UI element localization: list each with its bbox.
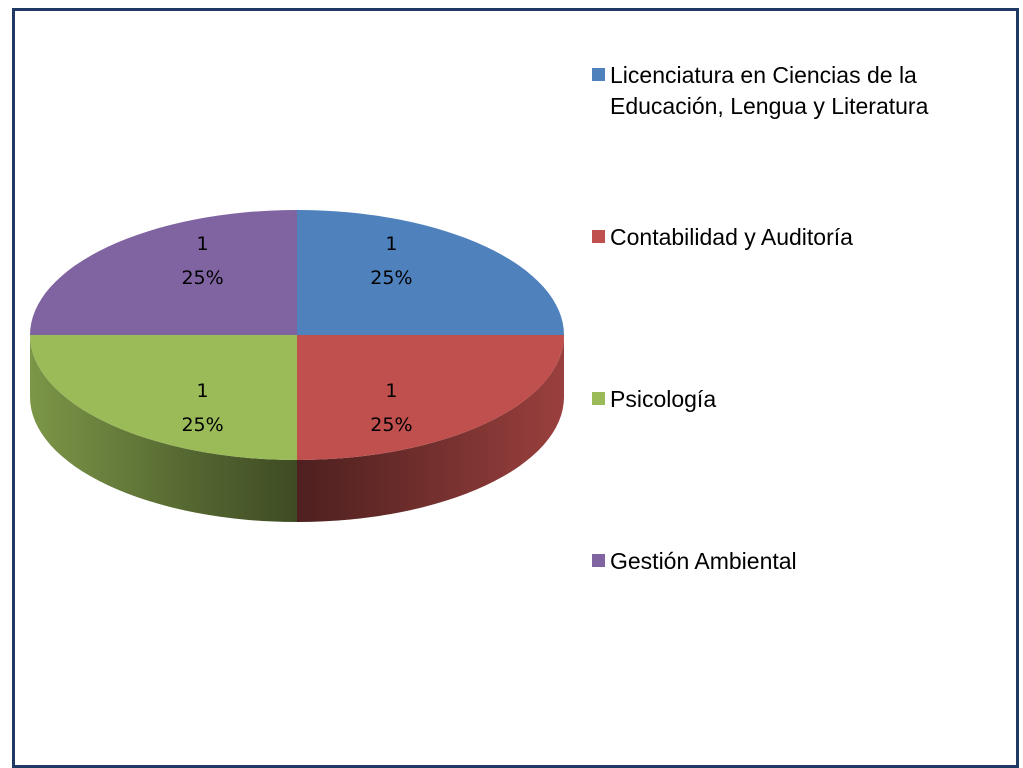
legend-swatch bbox=[592, 554, 605, 567]
chart: 1 25% 1 25% 1 25% 1 25% bbox=[30, 210, 564, 522]
slice-side bbox=[30, 335, 297, 522]
data-label-value: 1 bbox=[385, 233, 397, 255]
legend-item: Contabilidad y Auditoría bbox=[592, 222, 992, 253]
slice-side bbox=[297, 335, 564, 522]
data-label-percent: 25% bbox=[370, 267, 412, 289]
legend-label: Licenciatura en Ciencias de la Educación… bbox=[610, 62, 929, 119]
data-label-percent: 25% bbox=[370, 414, 412, 436]
data-label-value: 1 bbox=[197, 380, 209, 402]
legend-swatch bbox=[592, 392, 605, 405]
data-label-percent: 25% bbox=[181, 267, 223, 289]
legend-label: Gestión Ambiental bbox=[610, 548, 797, 574]
legend-label: Contabilidad y Auditoría bbox=[610, 224, 853, 250]
slice bbox=[297, 335, 564, 460]
data-label-percent: 25% bbox=[181, 414, 223, 436]
legend-item: Gestión Ambiental bbox=[592, 546, 992, 577]
legend-swatch bbox=[592, 230, 605, 243]
legend-item: Licenciatura en Ciencias de la Educación… bbox=[592, 60, 992, 122]
slice bbox=[297, 210, 564, 335]
legend-label: Psicología bbox=[610, 386, 717, 412]
slice bbox=[30, 210, 297, 335]
slice bbox=[30, 335, 297, 460]
legend-item: Psicología bbox=[592, 384, 992, 415]
data-label-value: 1 bbox=[385, 380, 397, 402]
data-label-value: 1 bbox=[197, 233, 209, 255]
page: {"chart_data": {"type": "pie", "categori… bbox=[12, 8, 1019, 768]
legend-swatch bbox=[592, 68, 605, 81]
